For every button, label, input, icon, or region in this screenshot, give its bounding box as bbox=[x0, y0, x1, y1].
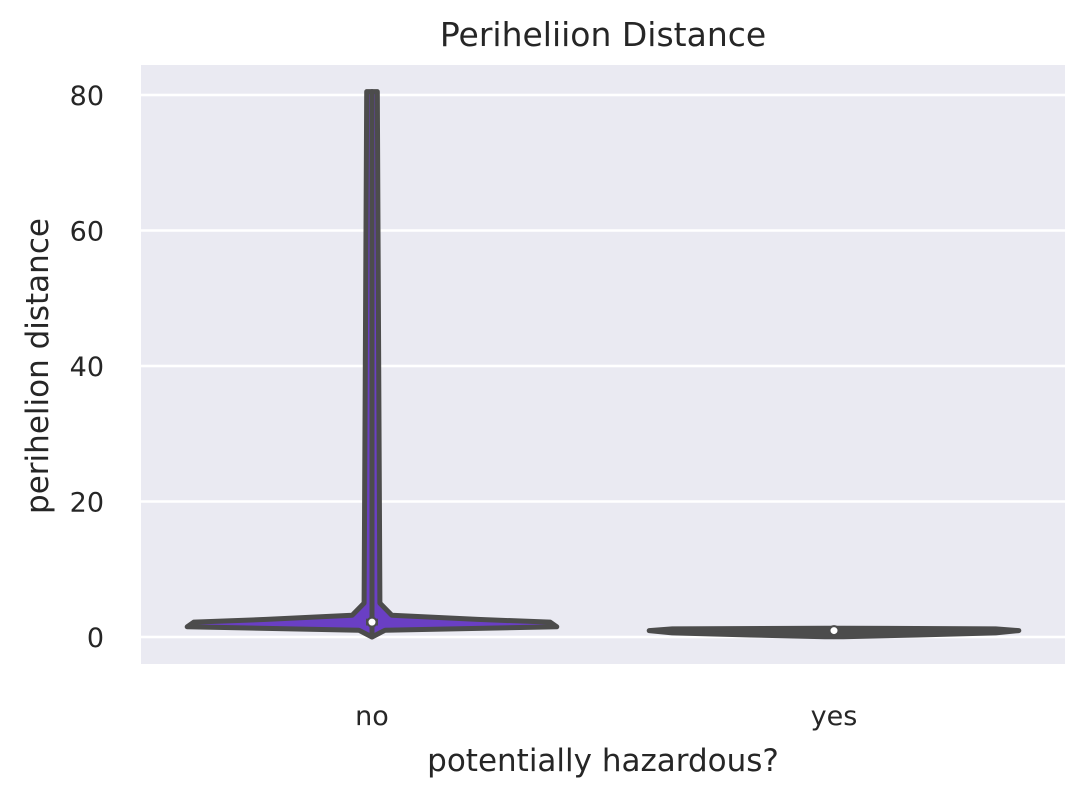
chart-title: Periheliion Distance bbox=[440, 15, 766, 54]
median-marker-no bbox=[366, 616, 378, 628]
y-tick-label: 80 bbox=[70, 81, 104, 112]
y-tick-label: 0 bbox=[87, 623, 104, 654]
plot-area bbox=[141, 65, 1065, 664]
y-tick-labels: 0 20 40 60 80 bbox=[70, 81, 104, 654]
x-tick-labels: no yes bbox=[355, 701, 857, 732]
violins bbox=[184, 89, 1022, 640]
y-tick-label: 40 bbox=[70, 352, 104, 383]
y-axis-label: perihelion distance bbox=[20, 218, 56, 514]
y-tick-label: 60 bbox=[70, 217, 104, 248]
median-marker-yes bbox=[828, 625, 840, 637]
x-tick-label: no bbox=[355, 701, 389, 732]
x-tick-label: yes bbox=[811, 701, 858, 732]
y-tick-label: 20 bbox=[70, 488, 104, 519]
x-axis-label: potentially hazardous? bbox=[427, 743, 779, 779]
